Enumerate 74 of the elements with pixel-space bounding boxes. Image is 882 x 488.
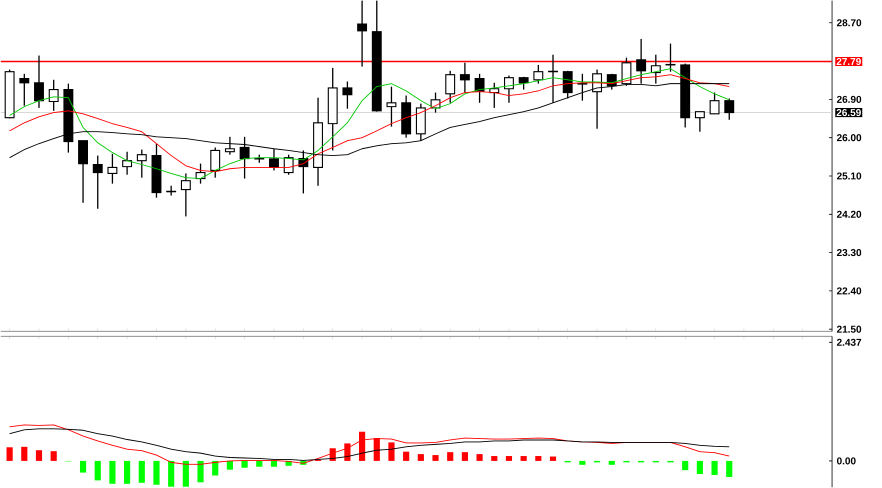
y-tick-label: 0.00 (836, 458, 856, 465)
bar (138, 461, 145, 484)
bar (94, 461, 101, 481)
candlestick (166, 185, 176, 196)
bar (535, 456, 542, 462)
candlestick (136, 149, 147, 179)
y-tick-label: 26.00 (836, 134, 862, 142)
candlestick (92, 155, 103, 210)
bar (476, 454, 483, 462)
y-tick-label: 23.30 (836, 249, 862, 256)
bar (462, 452, 468, 462)
bar (447, 452, 454, 462)
candlestick (78, 140, 88, 204)
candlestick (342, 81, 352, 110)
y-tick-label: 25.10 (836, 172, 862, 180)
ref-line-label: 27.79 (836, 58, 861, 66)
y-tick-label: 22.40 (836, 288, 862, 295)
bar (520, 456, 527, 462)
bar (197, 461, 204, 483)
candlestick (666, 43, 676, 73)
bar (212, 461, 218, 476)
candlestick (357, 0, 368, 68)
y-tick-label: 21.50 (836, 326, 862, 333)
candlestick (122, 151, 132, 176)
candlestick (386, 86, 396, 128)
y-tick-label: 2.437 (836, 338, 862, 346)
candlestick (694, 111, 705, 133)
candlestick (445, 70, 456, 104)
candlestick (724, 98, 734, 121)
bar (579, 461, 586, 466)
bar (6, 447, 13, 462)
bar (374, 438, 380, 462)
candlestick (710, 92, 720, 115)
bar (550, 456, 556, 462)
bar (682, 461, 688, 470)
bar (270, 461, 278, 467)
bar (242, 461, 248, 468)
ref-line-label: 26.59 (836, 109, 861, 116)
bar (388, 442, 395, 462)
candlestick (107, 153, 118, 185)
candlestick (34, 55, 44, 109)
bar (491, 456, 498, 462)
bar (80, 461, 86, 473)
y-tick-label: 24.20 (836, 210, 862, 218)
bar (359, 432, 366, 462)
candlestick (460, 62, 470, 94)
y-tick-label: 26.90 (836, 96, 862, 104)
candlestick (19, 73, 30, 107)
candlestick (533, 64, 544, 84)
bar (168, 461, 174, 487)
bar (36, 450, 42, 462)
bar (711, 461, 718, 476)
bar (418, 454, 424, 462)
y-tick-label: 28.70 (836, 19, 862, 27)
candlestick (474, 73, 485, 104)
candlestick (224, 136, 235, 156)
bar (50, 451, 57, 462)
candlestick (180, 172, 191, 218)
candlestick (48, 79, 59, 112)
bar (506, 456, 512, 462)
bar (124, 461, 130, 484)
bar (153, 461, 160, 485)
bar (21, 447, 28, 462)
bar (403, 452, 410, 462)
bar (432, 455, 439, 462)
bar (726, 461, 732, 478)
candlestick (504, 75, 514, 104)
bar (608, 461, 615, 466)
candlestick (210, 147, 220, 179)
bar (696, 461, 703, 474)
bar (256, 461, 262, 467)
bar (109, 461, 116, 484)
bar (182, 461, 189, 487)
candlestick (518, 76, 529, 90)
